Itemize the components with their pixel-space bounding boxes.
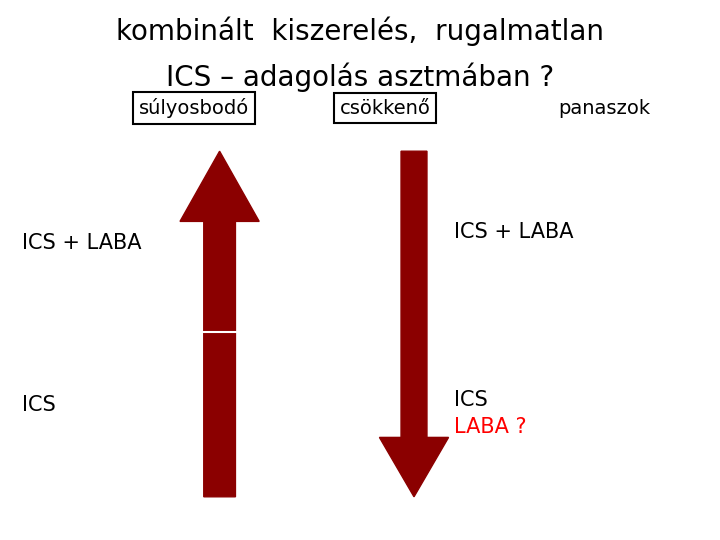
Text: ICS – adagolás asztmában ?: ICS – adagolás asztmában ?	[166, 62, 554, 92]
Text: kombinált  kiszerelés,  rugalmatlan: kombinált kiszerelés, rugalmatlan	[116, 16, 604, 46]
Text: csökkenő: csökkenő	[340, 98, 431, 118]
Text: ICS: ICS	[454, 389, 487, 410]
Text: ICS + LABA: ICS + LABA	[22, 233, 141, 253]
Text: ICS + LABA: ICS + LABA	[454, 222, 573, 242]
Text: súlyosbodó: súlyosbodó	[139, 98, 250, 118]
Polygon shape	[379, 151, 449, 497]
Polygon shape	[180, 151, 259, 497]
Text: ICS: ICS	[22, 395, 55, 415]
Text: panaszok: panaszok	[559, 98, 651, 118]
Text: LABA ?: LABA ?	[454, 416, 526, 437]
